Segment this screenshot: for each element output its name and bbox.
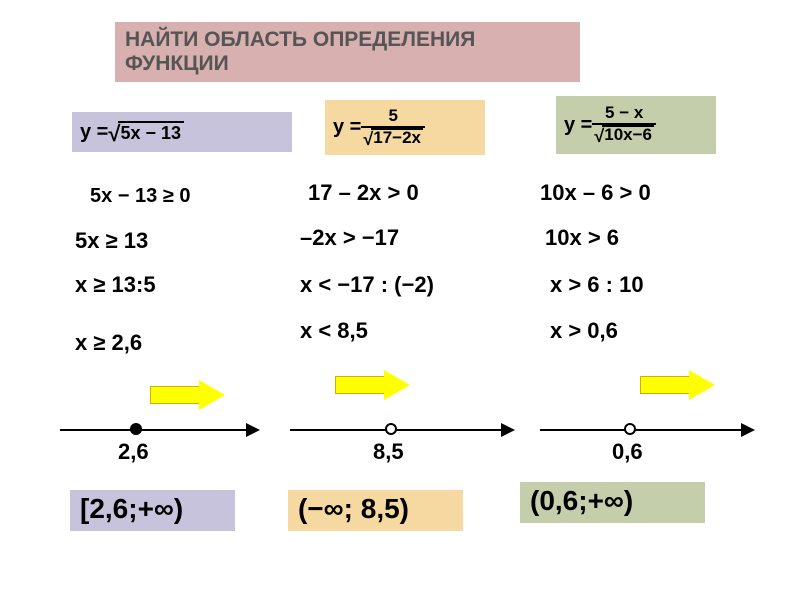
step-c3-2: x > 6 : 10 <box>550 272 644 298</box>
ray-arrow-icon <box>335 370 415 400</box>
function-box-1: y = √ 5x − 13 <box>72 112 292 152</box>
step-c3-0: 10x – 6 > 0 <box>540 180 651 206</box>
answer-box-2: (−∞; 8,5) <box>288 490 463 531</box>
axis-arrow-icon <box>501 423 515 437</box>
number-line-3: 0,6 <box>540 395 755 455</box>
number-line-2: 8,5 <box>290 395 515 455</box>
axis-arrow-icon <box>246 423 260 437</box>
fn2-prefix: y = <box>333 116 361 139</box>
sqrt-icon: √ 5x − 13 <box>108 121 184 143</box>
step-c1-0: 5x − 13 ≥ 0 <box>90 185 191 208</box>
point-marker-open <box>624 423 636 435</box>
fn1-prefix: y = <box>80 121 108 144</box>
step-c3-3: x > 0,6 <box>550 318 618 344</box>
fn3-prefix: y = <box>564 114 592 137</box>
step-c1-2: x ≥ 13:5 <box>75 272 156 298</box>
function-box-3: y = 5 − x √ 10x−6 <box>556 96 716 154</box>
step-c2-2: x < −17 : (−2) <box>300 272 434 298</box>
step-c2-1: –2x > −17 <box>300 225 399 251</box>
fn3-denominator: √ 10x−6 <box>592 123 656 147</box>
fn1-radicand: 5x − 13 <box>118 121 184 143</box>
point-label-1: 2,6 <box>118 439 149 465</box>
axis-arrow-icon <box>741 423 755 437</box>
fn2-denominator: √ 17−2x <box>361 126 425 150</box>
sqrt-icon: √ 17−2x <box>363 128 423 146</box>
title-box: НАЙТИ ОБЛАСТЬ ОПРЕДЕЛЕНИЯ ФУНКЦИИ <box>115 22 580 82</box>
step-c3-1: 10x > 6 <box>545 225 619 251</box>
answer-box-1: [2,6;+∞) <box>70 490 235 531</box>
fn3-numerator: 5 − x <box>603 103 645 123</box>
fn2-numerator: 5 <box>386 106 399 126</box>
point-label-3: 0,6 <box>612 439 643 465</box>
step-c2-3: x < 8,5 <box>300 318 368 344</box>
step-c2-0: 17 – 2x > 0 <box>308 180 419 206</box>
point-label-2: 8,5 <box>373 439 404 465</box>
point-marker-closed <box>130 423 142 435</box>
function-box-2: y = 5 √ 17−2x <box>325 100 485 155</box>
ray-arrow-icon <box>150 380 230 410</box>
fraction: 5 √ 17−2x <box>361 106 425 150</box>
axis-line <box>60 429 246 431</box>
answer-box-3: (0,6;+∞) <box>520 482 705 523</box>
point-marker-open <box>385 423 397 435</box>
step-c1-1: 5x ≥ 13 <box>75 228 148 254</box>
sqrt-icon: √ 10x−6 <box>594 125 654 143</box>
ray-arrow-icon <box>640 370 720 400</box>
step-c1-3: x ≥ 2,6 <box>75 330 142 356</box>
axis-line <box>540 429 741 431</box>
fraction: 5 − x √ 10x−6 <box>592 103 656 147</box>
